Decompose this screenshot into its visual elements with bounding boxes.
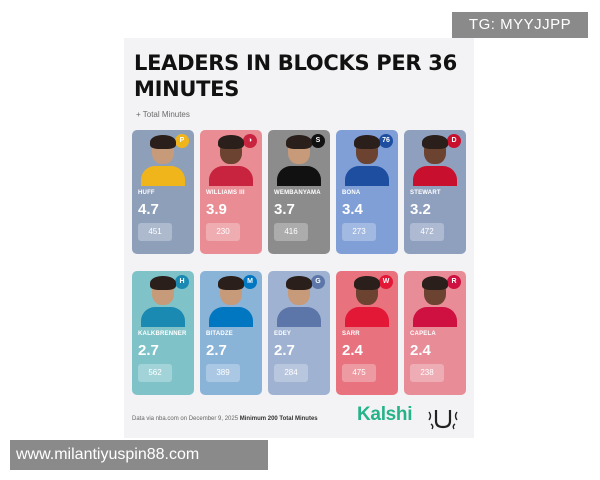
page-title: LEADERS IN BLOCKS PER 36 MINUTES [134, 51, 457, 101]
blocks-per-36-value: 2.7 [138, 342, 159, 359]
blocks-per-36-value: 3.9 [206, 201, 227, 218]
player-hair [422, 276, 448, 290]
player-name: STEWART [410, 190, 441, 196]
team-logo-icon: G [311, 275, 325, 289]
player-jersey [277, 166, 321, 186]
player-name: HUFF [138, 190, 155, 196]
player-card: G EDEY 2.7 284 [268, 271, 330, 395]
subtitle: + Total Minutes [136, 110, 190, 119]
brand-logo: Kalshi [357, 404, 413, 425]
total-minutes-badge: 562 [138, 364, 172, 382]
player-hair [354, 135, 380, 149]
blocks-per-36-value: 3.2 [410, 201, 431, 218]
player-jersey [277, 307, 321, 327]
player-name: SARR [342, 331, 360, 337]
blocks-per-36-value: 2.7 [274, 342, 295, 359]
player-name: WILLIAMS III [206, 190, 245, 196]
source-text: Data via nba.com on December 9, 2025 [132, 416, 239, 422]
player-card: D STEWART 3.2 472 [404, 130, 466, 254]
total-minutes-badge: 451 [138, 223, 172, 241]
team-logo-icon: W [379, 275, 393, 289]
total-minutes-badge: 475 [342, 364, 376, 382]
brand-mark-icon [428, 410, 458, 430]
player-card: S WEMBANYAMA 3.7 416 [268, 130, 330, 254]
blocks-per-36-value: 4.7 [138, 201, 159, 218]
qualifier-text: Minimum 200 Total Minutes [239, 416, 318, 422]
source-note: Data via nba.com on December 9, 2025 Min… [132, 416, 318, 422]
watermark-top: TG: MYYJJPP [452, 12, 588, 38]
player-jersey [345, 307, 389, 327]
player-card: W SARR 2.4 475 [336, 271, 398, 395]
player-card: ◑ WILLIAMS III 3.9 230 [200, 130, 262, 254]
blocks-per-36-value: 2.4 [342, 342, 363, 359]
player-card: H KALKBRENNER 2.7 562 [132, 271, 194, 395]
blocks-per-36-value: 3.7 [274, 201, 295, 218]
player-card: 76 BONA 3.4 273 [336, 130, 398, 254]
player-hair [150, 135, 176, 149]
player-hair [286, 135, 312, 149]
player-name: BITADZE [206, 331, 233, 337]
total-minutes-badge: 284 [274, 364, 308, 382]
player-jersey [209, 307, 253, 327]
player-jersey [209, 166, 253, 186]
team-logo-icon: M [243, 275, 257, 289]
player-name: BONA [342, 190, 361, 196]
player-jersey [413, 307, 457, 327]
player-jersey [141, 307, 185, 327]
player-name: EDEY [274, 331, 292, 337]
player-name: WEMBANYAMA [274, 190, 321, 196]
team-logo-icon: R [447, 275, 461, 289]
total-minutes-badge: 273 [342, 223, 376, 241]
total-minutes-badge: 472 [410, 223, 444, 241]
total-minutes-badge: 389 [206, 364, 240, 382]
infographic-card: LEADERS IN BLOCKS PER 36 MINUTES + Total… [124, 38, 474, 438]
player-hair [218, 276, 244, 290]
player-card: R CAPELA 2.4 238 [404, 271, 466, 395]
player-hair [286, 276, 312, 290]
player-jersey [345, 166, 389, 186]
team-logo-icon: 76 [379, 134, 393, 148]
team-logo-icon: S [311, 134, 325, 148]
total-minutes-badge: 230 [206, 223, 240, 241]
blocks-per-36-value: 2.4 [410, 342, 431, 359]
team-logo-icon: D [447, 134, 461, 148]
player-card: P HUFF 4.7 451 [132, 130, 194, 254]
blocks-per-36-value: 2.7 [206, 342, 227, 359]
player-hair [422, 135, 448, 149]
player-hair [354, 276, 380, 290]
player-hair [150, 276, 176, 290]
player-hair [218, 135, 244, 149]
total-minutes-badge: 238 [410, 364, 444, 382]
team-logo-icon: ◑ [243, 134, 257, 148]
team-logo-icon: H [175, 275, 189, 289]
player-name: KALKBRENNER [138, 331, 187, 337]
player-card: M BITADZE 2.7 389 [200, 271, 262, 395]
team-logo-icon: P [175, 134, 189, 148]
player-jersey [413, 166, 457, 186]
total-minutes-badge: 416 [274, 223, 308, 241]
watermark-bottom: www.milantiyuspin88.com [10, 440, 268, 470]
blocks-per-36-value: 3.4 [342, 201, 363, 218]
player-name: CAPELA [410, 331, 436, 337]
player-jersey [141, 166, 185, 186]
